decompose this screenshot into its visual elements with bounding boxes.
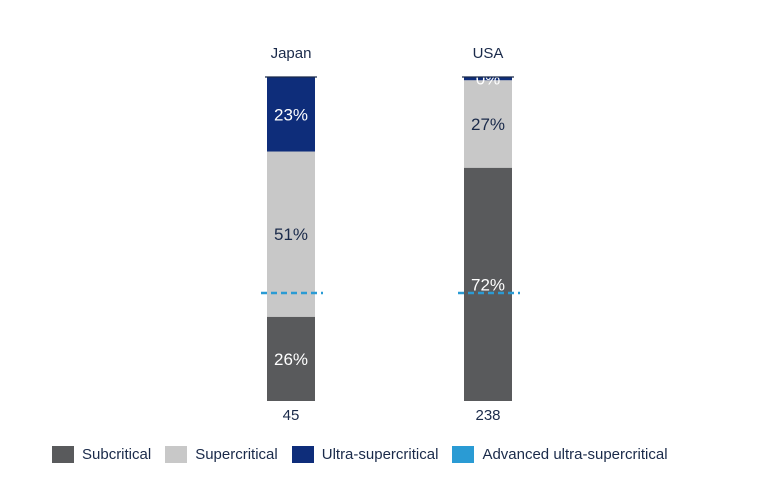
bar-segment-usa-ultra-supercritical <box>464 77 512 81</box>
legend-label-ultra-supercritical: Ultra-supercritical <box>321 446 439 463</box>
legend-label-advanced-ultra-supercritical: Advanced ultra-supercritical <box>482 446 668 463</box>
data-label-japan-supercritical: 51% <box>274 225 308 244</box>
total-label-usa: 238 <box>475 407 500 424</box>
data-label-japan-ultra-supercritical: 23% <box>274 105 308 124</box>
legend-label-supercritical: Supercritical <box>195 446 278 463</box>
legend-label-subcritical: Subcritical <box>82 446 152 463</box>
category-label-japan: Japan <box>271 45 312 62</box>
legend-swatch-subcritical <box>52 446 74 463</box>
legend-swatch-advanced-ultra-supercritical <box>452 446 475 463</box>
legend-item-ultra-supercritical: Ultra-supercritical <box>291 446 439 463</box>
legend-item-advanced-ultra-supercritical: Advanced ultra-supercritical <box>452 446 668 463</box>
category-label-usa: USA <box>473 45 504 62</box>
legend-swatch-ultra-supercritical <box>291 446 314 463</box>
bar-segment-japan-supercritical <box>267 151 315 317</box>
data-label-usa-ultra-supercritical: 0% <box>476 70 501 89</box>
bar-segment-japan-subcritical <box>267 316 315 401</box>
data-label-usa-supercritical: 27% <box>471 115 505 134</box>
total-label-japan: 45 <box>283 407 300 424</box>
legend-item-subcritical: Subcritical <box>52 446 151 463</box>
legend-item-supercritical: Supercritical <box>165 446 278 463</box>
legend-swatch-supercritical <box>165 446 188 463</box>
legend: Subcritical Supercritical Ultra-supercri… <box>52 446 682 463</box>
bar-segment-usa-supercritical <box>464 80 512 168</box>
bar-segment-usa-subcritical <box>464 167 512 401</box>
data-label-japan-subcritical: 26% <box>274 350 308 369</box>
bar-segment-japan-ultra-supercritical <box>267 77 315 152</box>
data-label-usa-subcritical: 72% <box>471 275 505 294</box>
